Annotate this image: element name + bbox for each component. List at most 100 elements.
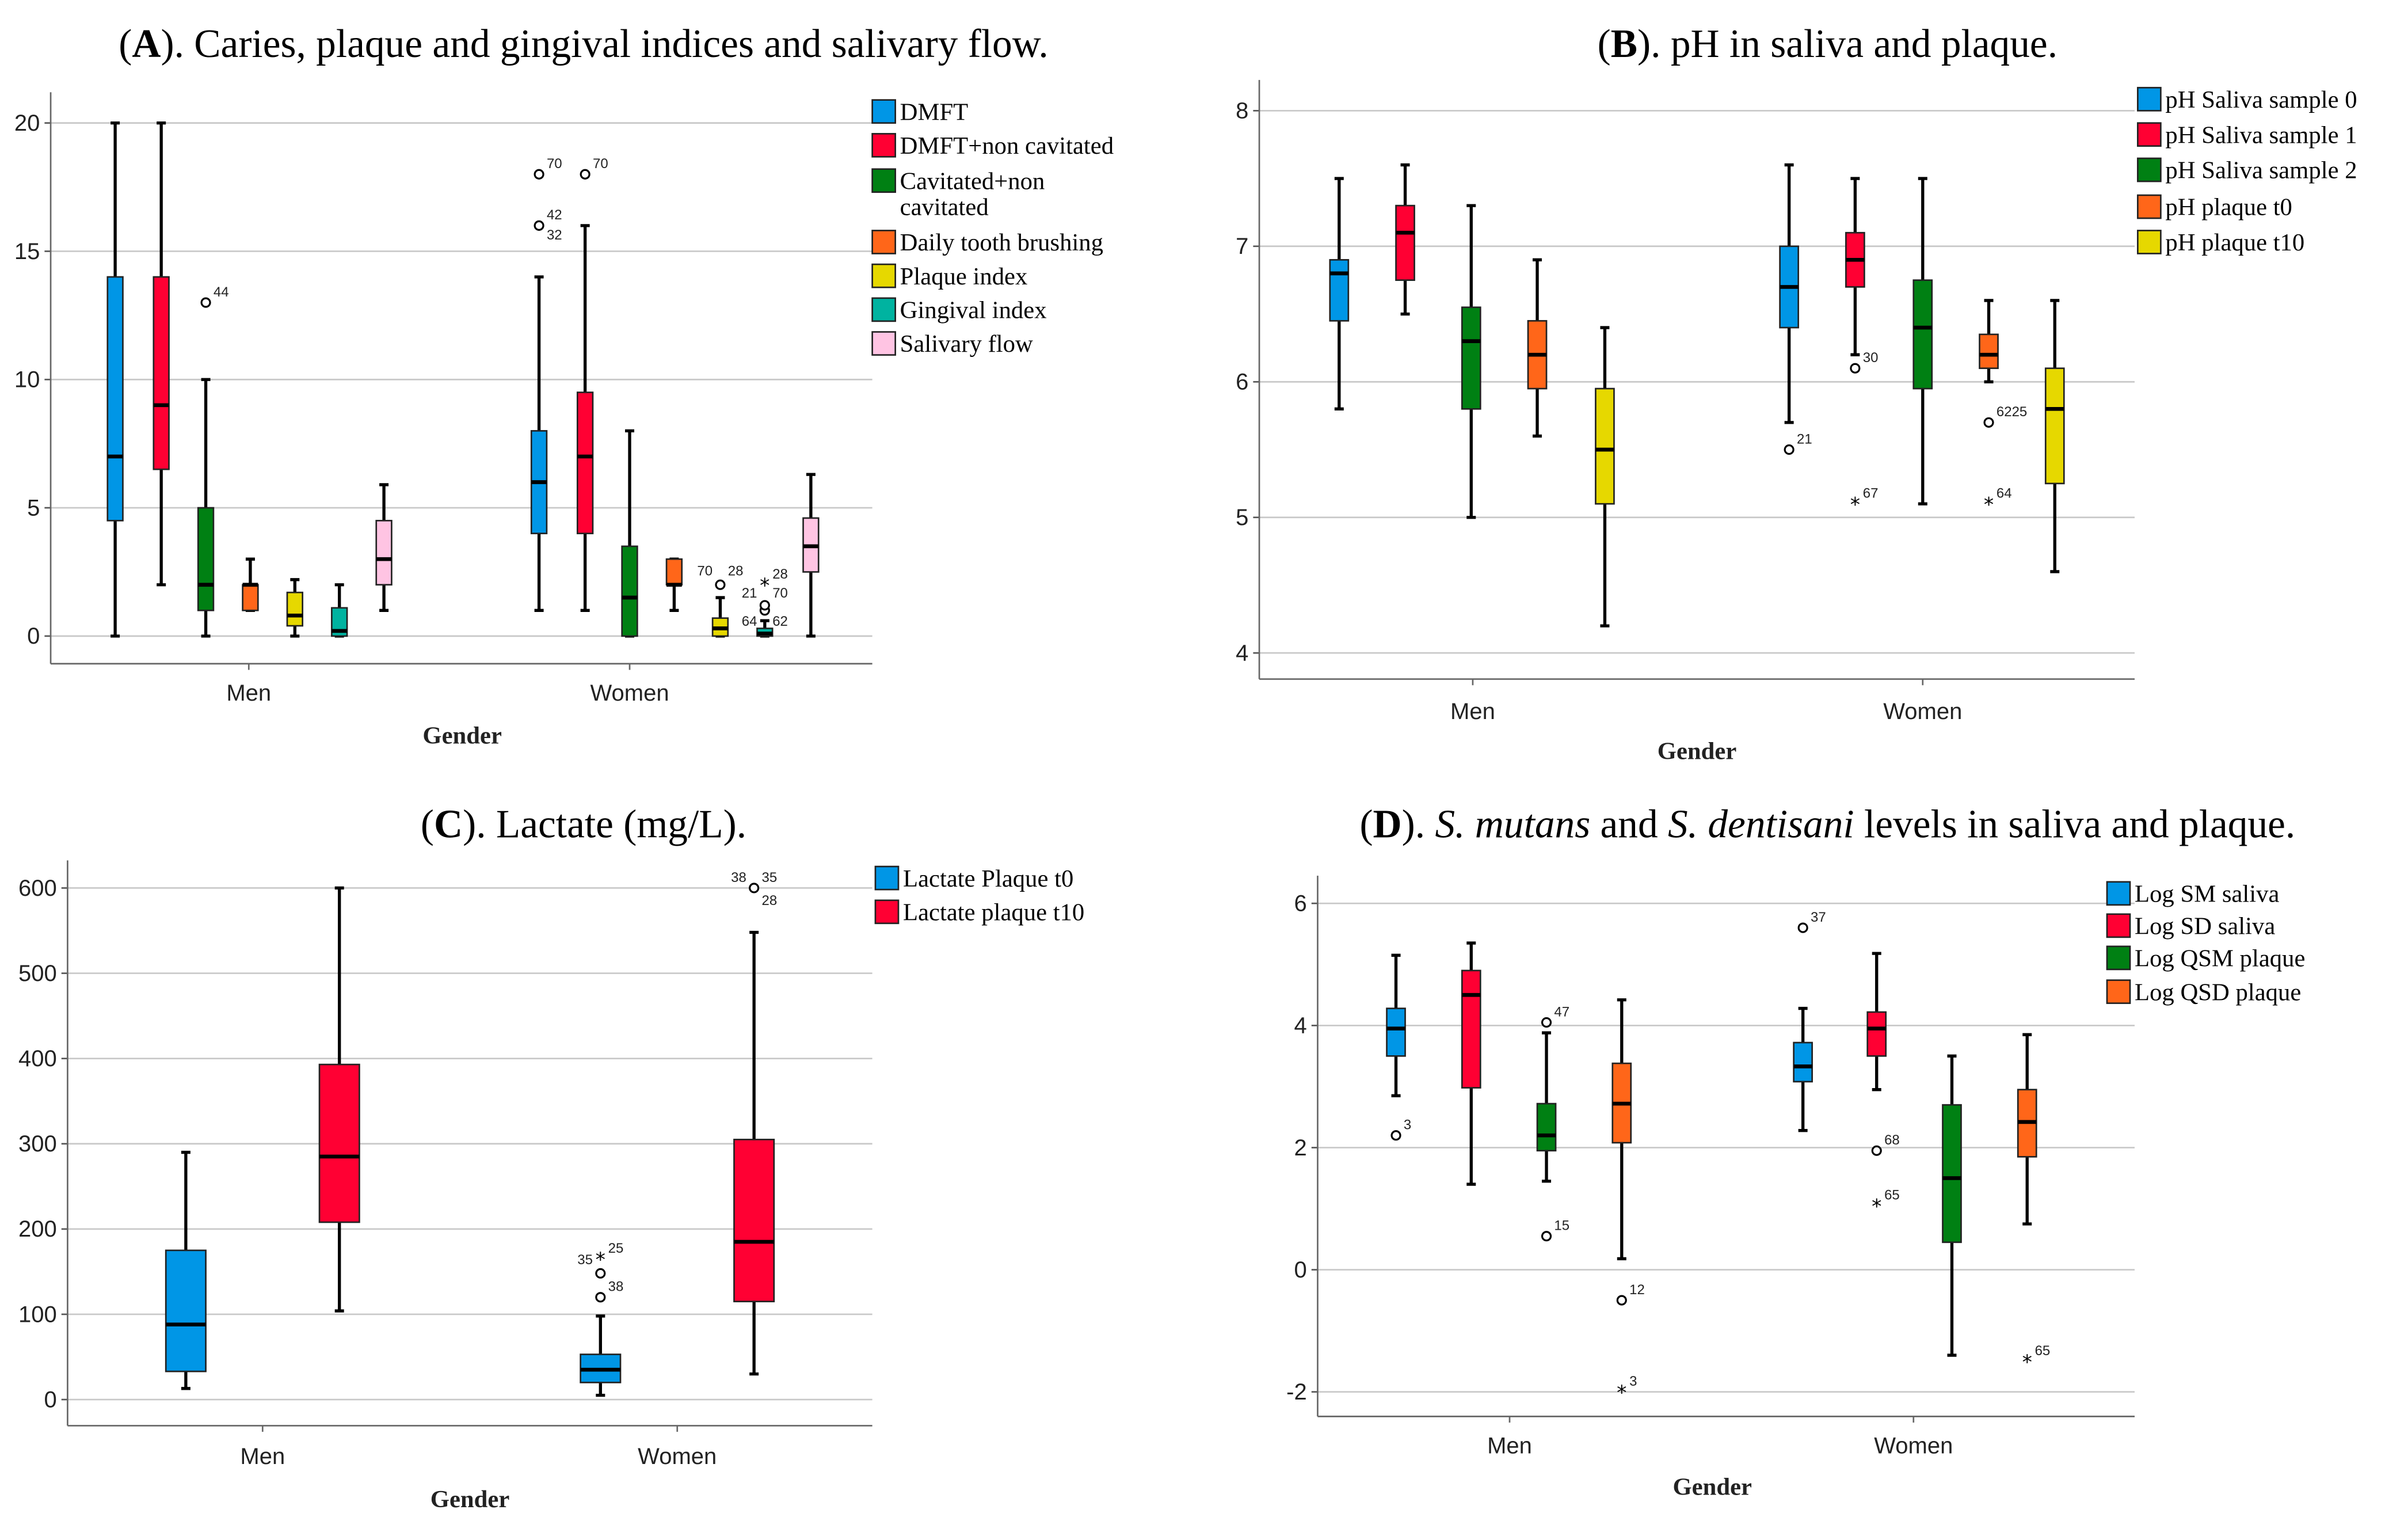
iqr-box — [665, 558, 683, 586]
extreme-outlier-star: * — [1872, 1196, 1881, 1219]
y-tick-label: 4 — [1294, 1013, 1307, 1039]
outlier-case-label: 28 — [762, 893, 778, 908]
y-tick-label: 400 — [18, 1046, 57, 1071]
outlier-case-label: 21 — [1797, 431, 1812, 447]
outlier-case-label: 28 — [772, 566, 788, 582]
outlier-case-label: 35 — [762, 870, 778, 885]
legend-label: Gingival index — [900, 297, 1047, 324]
panel-c-xlabel: Gender — [430, 1486, 510, 1513]
y-tick-label: 0 — [1294, 1257, 1307, 1283]
boxplot-ph-saliva-sample-2-men — [1461, 204, 1481, 519]
iqr-box — [1942, 1104, 1962, 1244]
boxplot-dmft-non-cavitated-women: 70 — [576, 156, 608, 612]
legend-label: Lactate plaque t10 — [903, 899, 1084, 926]
outlier-circle — [580, 169, 590, 180]
boxplot-ph-plaque-t10-women — [2044, 299, 2065, 573]
boxplot-cavitated-non-cavitated-men: 44 — [197, 284, 229, 638]
outlier-circle — [1390, 1130, 1401, 1141]
iqr-box — [1912, 279, 1933, 390]
boxplot-ph-plaque-t0-women: 6225 *64 — [1979, 299, 2027, 517]
outlier-case-label: 62 — [772, 614, 788, 629]
y-tick-label: 6 — [1294, 891, 1307, 917]
outlier-case-label: 38 — [731, 870, 746, 885]
y-tick-label: 200 — [18, 1216, 57, 1242]
legend-label: Log QSM plaque — [2135, 945, 2305, 972]
legend-label: Log SM saliva — [2135, 880, 2279, 907]
boxplot-ph-saliva-sample-0-men — [1329, 177, 1350, 411]
y-tick-label: 0 — [44, 1387, 56, 1412]
extreme-outlier-star: * — [596, 1249, 605, 1272]
outlier-circle — [200, 297, 211, 308]
legend-label: Cavitated+non — [900, 168, 1045, 195]
iqr-box — [733, 1139, 775, 1303]
legend-swatch — [2106, 945, 2131, 971]
legend-swatch — [871, 230, 896, 254]
extreme-outlier-star: * — [1984, 494, 1994, 517]
legend-swatch — [2137, 230, 2162, 254]
boxplot-lactate-plaque-t10-women: 38 35 28 — [731, 870, 778, 1376]
iqr-box — [1866, 1011, 1887, 1057]
outlier-circle — [534, 220, 544, 231]
legend-swatch — [2106, 881, 2131, 906]
boxplot-log-sd-saliva-men — [1461, 941, 1481, 1186]
legend-swatch — [871, 297, 896, 322]
x-category-label: Men — [1487, 1433, 1532, 1458]
boxplot-daily-tooth-brushing-women — [665, 557, 683, 612]
legend-swatch — [874, 899, 900, 925]
outlier-circle — [1541, 1017, 1552, 1028]
outlier-circle — [1850, 363, 1861, 374]
outlier-circle — [1983, 417, 1994, 428]
boxplot-log-sm-saliva-men: 3 — [1386, 953, 1411, 1141]
iqr-box — [318, 1063, 360, 1223]
legend-swatch — [2137, 194, 2162, 219]
outlier-case-label: 12 — [1629, 1282, 1645, 1298]
legend-label: pH Saliva sample 1 — [2165, 121, 2357, 149]
boxplot-cavitated-non-cavitated-women — [621, 429, 638, 638]
iqr-box — [286, 591, 304, 627]
boxplot-ph-plaque-t10-men — [1595, 326, 1615, 628]
boxplot-lactate-plaque-t0-women: 38 35 *25 — [577, 1241, 623, 1397]
outlier-circle — [595, 1292, 606, 1303]
x-category-label: Men — [226, 680, 271, 706]
iqr-box — [375, 520, 393, 586]
panel-a-xlabel: Gender — [422, 723, 502, 750]
iqr-box — [153, 276, 170, 470]
iqr-box — [1461, 969, 1481, 1089]
legend-swatch — [871, 168, 896, 193]
boxplot-log-sm-saliva-women: 37 — [1793, 910, 1826, 1132]
boxplot-plaque-index-men — [286, 578, 304, 638]
panel-d-xlabel: Gender — [1672, 1473, 1752, 1500]
boxplot-log-qsm-plaque-women — [1942, 1054, 1962, 1357]
boxplot-log-qsd-plaque-men: 12 *3 — [1611, 998, 1645, 1405]
boxplot-dmft-men — [106, 121, 124, 638]
outlier-case-label: 64 — [742, 614, 757, 629]
y-tick-label: 6 — [1236, 370, 1248, 395]
outlier-case-label: 15 — [1554, 1218, 1569, 1234]
legend-label: Daily tooth brushing — [900, 229, 1103, 256]
outlier-circle — [595, 1268, 606, 1279]
legend-label: pH Saliva sample 0 — [2165, 86, 2357, 113]
outlier-case-label: 42 — [547, 207, 562, 223]
boxplot-dmft-non-cavitated-men — [153, 121, 170, 587]
iqr-box — [1979, 333, 1999, 370]
iqr-box — [1386, 1007, 1406, 1057]
outlier-circle — [1871, 1145, 1882, 1156]
x-category-label: Women — [638, 1444, 717, 1469]
legend-label: Plaque index — [900, 263, 1028, 290]
y-tick-label: 300 — [18, 1131, 57, 1157]
y-tick-label: -2 — [1286, 1379, 1307, 1405]
panel-a-title: (A). Caries, plaque and gingival indices… — [119, 22, 1048, 66]
iqr-box — [576, 391, 594, 534]
panel-c-title: (C). Lactate (mg/L). — [421, 802, 746, 846]
legend-label: cavitated — [900, 194, 989, 221]
outlier-case-label: 3 — [1629, 1374, 1637, 1389]
boxplot-ph-saliva-sample-1-women: 30 *67 — [1845, 177, 1878, 517]
x-category-label: Women — [1874, 1433, 1953, 1458]
y-tick-label: 600 — [18, 876, 57, 901]
outlier-case-label: 32 — [547, 227, 562, 243]
y-tick-label: 0 — [27, 623, 40, 649]
legend-swatch — [874, 865, 900, 891]
iqr-box — [165, 1249, 207, 1372]
boxplot-lactate-plaque-t10-men — [318, 886, 360, 1313]
y-tick-label: 4 — [1236, 641, 1248, 666]
